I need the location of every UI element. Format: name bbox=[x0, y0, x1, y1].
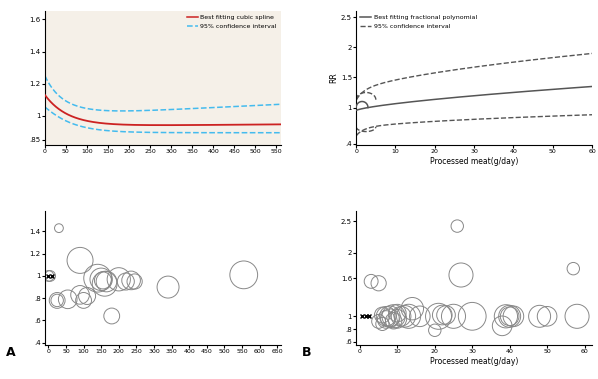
Point bbox=[448, 313, 458, 319]
Point bbox=[400, 313, 410, 319]
Point bbox=[434, 313, 443, 319]
Point bbox=[382, 316, 391, 323]
Point bbox=[438, 312, 447, 318]
Point bbox=[408, 305, 417, 312]
Point bbox=[102, 279, 111, 285]
Point bbox=[75, 257, 85, 263]
Point bbox=[45, 273, 55, 279]
Point bbox=[374, 280, 383, 286]
Point bbox=[53, 298, 62, 304]
Point bbox=[415, 313, 425, 319]
Point bbox=[430, 327, 440, 333]
Point bbox=[441, 312, 451, 318]
Point bbox=[96, 276, 106, 282]
Point bbox=[121, 279, 130, 285]
X-axis label: Processed meat(g/day): Processed meat(g/day) bbox=[430, 157, 518, 166]
Point bbox=[542, 313, 552, 319]
Legend: Best fitting fractional polynomial, 95% confidence interval: Best fitting fractional polynomial, 95% … bbox=[358, 13, 479, 31]
Point bbox=[377, 312, 387, 318]
Point bbox=[572, 313, 582, 319]
Point bbox=[404, 313, 413, 319]
Point bbox=[505, 313, 514, 319]
Point bbox=[389, 318, 398, 324]
Point bbox=[54, 225, 64, 231]
X-axis label: Processed meat(g/day): Processed meat(g/day) bbox=[430, 357, 518, 366]
Point bbox=[163, 284, 173, 290]
Point bbox=[79, 298, 89, 304]
Point bbox=[382, 313, 391, 319]
Point bbox=[367, 278, 376, 284]
Text: B: B bbox=[302, 346, 312, 359]
Point bbox=[63, 296, 72, 302]
Point bbox=[98, 277, 108, 283]
Point bbox=[396, 313, 406, 319]
Point bbox=[535, 313, 544, 319]
Point bbox=[505, 313, 514, 319]
Point bbox=[385, 315, 395, 321]
Point bbox=[392, 316, 402, 322]
Point bbox=[374, 318, 383, 324]
Point bbox=[456, 272, 466, 278]
Text: A: A bbox=[6, 346, 16, 359]
Point bbox=[114, 276, 124, 282]
Point bbox=[389, 313, 398, 319]
Point bbox=[509, 313, 518, 319]
Point bbox=[377, 321, 387, 327]
Point bbox=[75, 292, 85, 298]
Point bbox=[83, 293, 92, 299]
Point bbox=[239, 272, 249, 278]
Point bbox=[93, 275, 102, 281]
Point bbox=[44, 273, 53, 279]
Point bbox=[392, 310, 402, 316]
Point bbox=[53, 298, 62, 304]
Point bbox=[126, 277, 136, 283]
Point bbox=[130, 279, 139, 285]
Point bbox=[498, 323, 507, 329]
Point bbox=[468, 313, 477, 319]
Point bbox=[501, 313, 511, 319]
Y-axis label: RR: RR bbox=[329, 73, 338, 83]
Point bbox=[569, 266, 578, 272]
Legend: Best fitting cubic spline, 95% confidence interval: Best fitting cubic spline, 95% confidenc… bbox=[184, 13, 279, 31]
Point bbox=[100, 281, 109, 287]
Point bbox=[453, 223, 462, 229]
Point bbox=[107, 313, 117, 319]
Point bbox=[385, 313, 395, 319]
